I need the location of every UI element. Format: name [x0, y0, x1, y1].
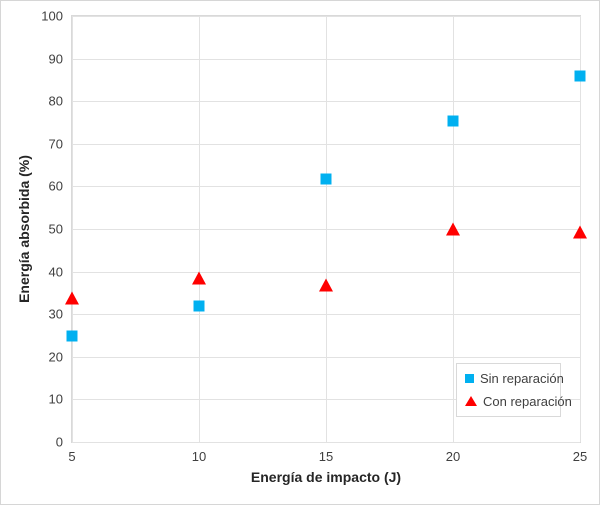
- x-tick-label: 5: [68, 449, 76, 464]
- y-tick-label: 80: [48, 93, 63, 109]
- legend: Sin reparación Con reparación: [456, 363, 572, 417]
- x-tick-label: 10: [191, 449, 207, 464]
- legend-item-con-reparacion: Con reparación: [465, 394, 572, 409]
- x-gridline: [199, 16, 200, 442]
- y-tick-label: 70: [48, 136, 63, 152]
- y-tick-label: 0: [55, 434, 63, 450]
- square-marker-icon: [465, 374, 474, 384]
- y-tick-label: 30: [48, 306, 63, 322]
- y-gridline: [72, 442, 580, 443]
- legend-label: Sin reparación: [480, 371, 564, 387]
- y-tick-label: 60: [48, 178, 63, 194]
- y-tick-label: 20: [48, 349, 63, 365]
- x-tick-label: 20: [445, 449, 461, 464]
- x-gridline: [72, 16, 73, 442]
- data-point-con-reparacion: [65, 291, 79, 305]
- data-point-con-reparacion: [192, 271, 206, 285]
- data-point-sin-reparacion: [447, 115, 459, 127]
- y-axis-title: Energía absorbida (%): [16, 155, 32, 303]
- triangle-marker-icon: [465, 396, 477, 407]
- data-point-con-reparacion: [319, 278, 333, 292]
- data-point-sin-reparacion: [193, 300, 205, 312]
- x-tick-label: 15: [318, 449, 334, 464]
- y-tick-label: 40: [48, 264, 63, 280]
- y-tick-label: 50: [48, 221, 63, 237]
- data-point-sin-reparacion: [574, 70, 586, 82]
- data-point-con-reparacion: [446, 222, 460, 236]
- x-axis-title: Energía de impacto (J): [250, 469, 402, 485]
- legend-label: Con reparación: [483, 393, 572, 409]
- data-point-con-reparacion: [573, 225, 587, 239]
- data-point-sin-reparacion: [320, 173, 332, 185]
- y-tick-label: 100: [41, 8, 63, 24]
- data-point-sin-reparacion: [66, 330, 78, 341]
- x-tick-label: 25: [572, 449, 588, 464]
- y-tick-label: 10: [48, 391, 63, 407]
- x-gridline: [326, 16, 327, 442]
- plot-area: Energía de impacto (J) Energía absorbida…: [16, 9, 587, 486]
- legend-item-sin-reparacion: Sin reparación: [465, 371, 564, 386]
- y-tick-label: 90: [48, 51, 63, 67]
